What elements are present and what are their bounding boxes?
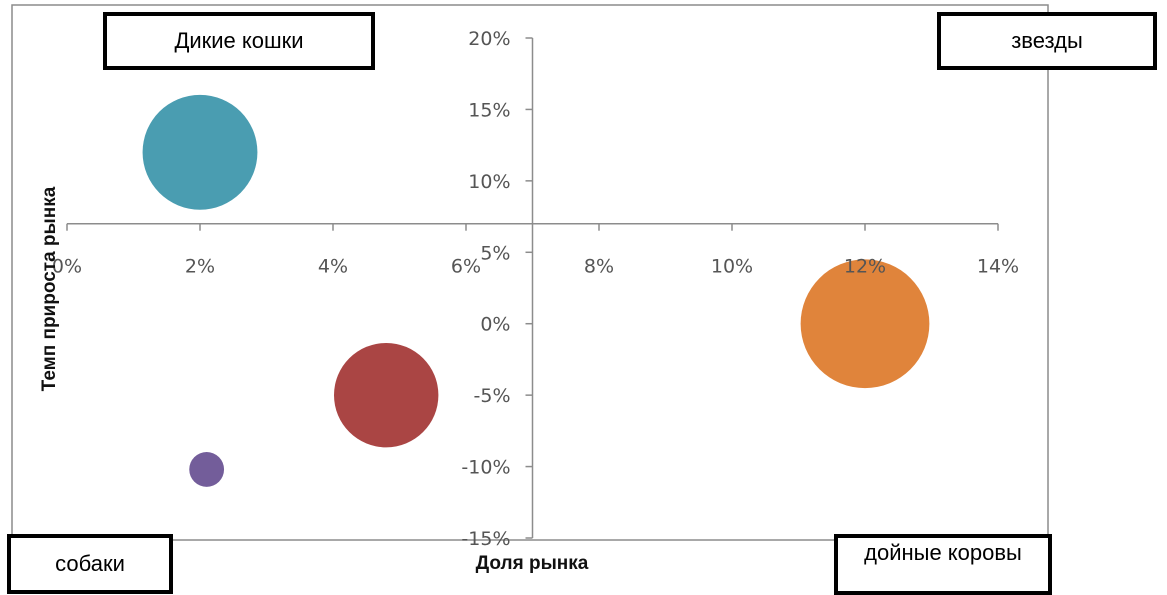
tick-labels: 0% 2% 4% 6% 8% 10% 12% 14% 20% 15% 10% 5% 0% -5% -10% -… xyxy=(52,28,1019,550)
y-tick-label: 0% xyxy=(480,314,510,336)
plot-border xyxy=(11,4,1049,541)
y-tick-label: -15% xyxy=(461,528,510,550)
x-tick-label: 12% xyxy=(844,256,886,278)
y-tick-label: 20% xyxy=(468,28,510,50)
x-tick-label: 14% xyxy=(977,256,1019,278)
y-tick-label: -5% xyxy=(474,385,511,407)
x-tick-label: 4% xyxy=(318,256,348,278)
x-tick-label: 6% xyxy=(451,256,481,278)
bubbles xyxy=(142,94,930,487)
x-tick-label: 8% xyxy=(584,256,614,278)
y-tick-label: -10% xyxy=(461,457,510,479)
y-tick-label: 5% xyxy=(480,242,510,264)
x-axis-title: Доля рынка xyxy=(476,553,589,574)
y-tick-label: 10% xyxy=(468,171,510,193)
x-tick-label: 2% xyxy=(185,256,215,278)
bubble-3 xyxy=(334,342,439,448)
y-tick-label: 15% xyxy=(468,99,510,121)
quadrant-label-bottom-right: дойные коровы xyxy=(834,534,1052,595)
y-axis-title: Темп прироста рынка xyxy=(39,186,60,391)
quadrant-label-top-left: Дикие кошки xyxy=(103,12,375,70)
x-tick-label: 0% xyxy=(52,256,82,278)
bubble-1 xyxy=(142,94,258,210)
bubble-2 xyxy=(800,259,930,389)
quadrant-label-bottom-left: собаки xyxy=(7,534,173,594)
axes xyxy=(66,37,999,539)
bubble-4 xyxy=(189,452,225,487)
x-tick-label: 10% xyxy=(711,256,753,278)
quadrant-label-top-right: звезды xyxy=(937,12,1157,70)
